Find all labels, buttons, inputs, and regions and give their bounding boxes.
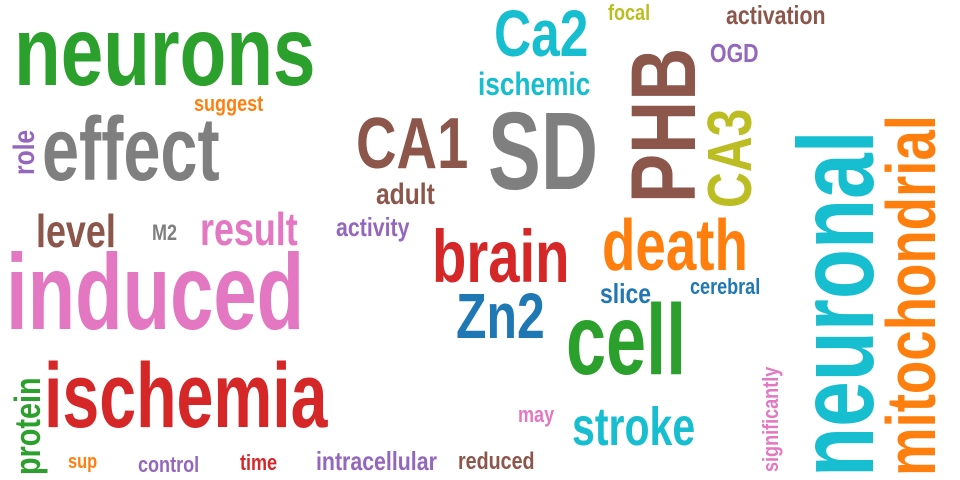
word-ca1: CA1 (356, 104, 469, 184)
word-sd: SD (488, 90, 599, 213)
word-slice: slice (600, 278, 652, 309)
word-focal: focal (608, 0, 651, 25)
word-death: death (602, 206, 748, 286)
word-significantly: significantly (758, 366, 783, 472)
word-role: role (8, 129, 41, 175)
word-induced: induced (6, 231, 305, 352)
word-ischemia: ischemia (44, 345, 328, 447)
word-effect: effect (42, 100, 220, 200)
word-neurons: neurons (14, 0, 316, 106)
word-m2: M2 (152, 220, 178, 245)
word-control: control (138, 452, 200, 477)
word-protein: protein (7, 377, 48, 475)
word-mitochondrial: mitochondrial (872, 115, 950, 477)
word-cell: cell (566, 284, 687, 396)
word-activation: activation (726, 0, 826, 30)
word-reduced: reduced (458, 448, 535, 475)
word-brain: brain (432, 215, 570, 298)
word-stroke: stroke (572, 397, 696, 457)
word-adult: adult (376, 178, 435, 211)
word-level: level (36, 205, 116, 257)
word-cerebral: cerebral (690, 274, 761, 299)
word-sup: sup (68, 451, 98, 473)
word-intracellular: intracellular (316, 446, 437, 476)
word-ca2: Ca2 (494, 0, 589, 70)
word-ischemic: ischemic (478, 66, 591, 102)
word-zn2: Zn2 (456, 280, 545, 352)
word-result: result (200, 203, 298, 255)
word-suggest: suggest (194, 91, 264, 116)
word-ca3: CA3 (696, 108, 765, 208)
word-time: time (240, 450, 278, 475)
word-ogd: OGD (710, 38, 759, 68)
word-may: may (518, 402, 555, 427)
word-activity: activity (336, 212, 410, 242)
